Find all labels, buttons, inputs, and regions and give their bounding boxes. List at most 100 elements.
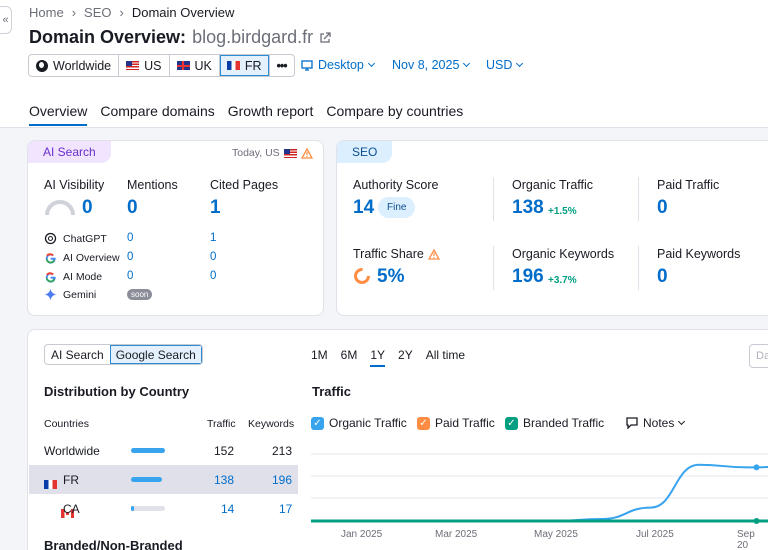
row-keywords[interactable]: 17 (279, 502, 293, 516)
divider (493, 246, 494, 290)
organic-traffic-label: Organic Traffic (512, 178, 594, 192)
x-tick-label: Sep 20 (737, 529, 755, 550)
organic-traffic-value[interactable]: 138 (512, 197, 544, 218)
cited-pages-value[interactable]: 1 (210, 197, 221, 218)
monitor-icon (301, 59, 313, 71)
db-label: US (144, 58, 162, 73)
db-fr-button[interactable]: FR (219, 55, 270, 76)
database-selector: Worldwide US UK FR ••• (28, 54, 295, 77)
source-ai-overview-label: AI Overview (63, 252, 120, 264)
flag-ca-icon (61, 509, 75, 518)
gemini-icon (44, 288, 57, 301)
flag-uk-icon (176, 61, 190, 70)
notes-dropdown[interactable]: Notes (626, 416, 686, 430)
section-tabs: Overview Compare domains Growth report C… (29, 103, 463, 126)
divider (638, 246, 639, 290)
authority-score-value[interactable]: 14 (353, 197, 375, 218)
ai-meta: Today, US (232, 147, 313, 159)
source-chatgpt-label: ChatGPT (63, 233, 107, 245)
row-traffic[interactable]: 14 (221, 502, 235, 516)
ai-visibility-value[interactable]: 0 (82, 197, 93, 218)
source-chatgpt-mentions[interactable]: 0 (127, 232, 134, 244)
more-icon: ••• (276, 58, 288, 73)
paid-traffic-value[interactable]: 0 (657, 197, 668, 218)
period-1m[interactable]: 1M (311, 348, 328, 362)
date-dropdown[interactable]: Nov 8, 2025 (392, 58, 471, 72)
divider (493, 177, 494, 221)
period-1y[interactable]: 1Y (370, 348, 386, 367)
source-ai-overview-mentions[interactable]: 0 (127, 251, 134, 263)
external-link-icon[interactable] (319, 31, 331, 44)
date-label: Nov 8, 2025 (392, 58, 460, 72)
details-card (27, 329, 768, 550)
ai-visibility-label: AI Visibility (44, 178, 105, 192)
row-share-bar (131, 506, 165, 511)
currency-dropdown[interactable]: USD (486, 58, 524, 72)
period-all-time[interactable]: All time (425, 348, 466, 362)
db-worldwide-button[interactable]: Worldwide (29, 55, 120, 76)
legend-organic-traffic[interactable]: ✓ Organic Traffic (311, 416, 407, 430)
row-keywords[interactable]: 196 (272, 473, 293, 487)
chevron-down-icon (367, 59, 375, 68)
breadcrumb-home[interactable]: Home (29, 5, 64, 20)
chevron-right-icon: › (119, 5, 124, 20)
series-line-organic-traffic[interactable] (311, 463, 768, 522)
source-gemini-label: Gemini (63, 289, 97, 301)
page-title: Domain Overview: blog.birdgard.fr (29, 27, 331, 48)
soon-badge: soon (127, 289, 153, 300)
period-selector: 1M 6M 1Y 2Y All time (311, 348, 465, 367)
traffic-share-donut-icon (354, 268, 370, 284)
source-ai-mode-mentions[interactable]: 0 (127, 270, 134, 282)
row-traffic: 152 (214, 444, 235, 458)
warning-icon[interactable] (300, 147, 313, 159)
organic-keywords-value[interactable]: 196 (512, 266, 544, 287)
distribution-title: Distribution by Country (44, 384, 190, 399)
row-traffic[interactable]: 138 (214, 473, 235, 487)
data-point[interactable] (753, 464, 760, 471)
warning-icon[interactable] (427, 248, 440, 260)
breadcrumb-current: Domain Overview (131, 5, 235, 20)
traffic-line-chart[interactable] (311, 444, 768, 528)
more-databases-button[interactable]: ••• (270, 55, 294, 76)
breadcrumb-seo[interactable]: SEO (84, 5, 112, 20)
breadcrumb: Home › SEO › Domain Overview (29, 5, 234, 20)
checkbox-checked-icon: ✓ (417, 416, 430, 430)
authority-badge: Fine (378, 197, 416, 218)
tab-compare-countries[interactable]: Compare by countries (326, 103, 464, 119)
period-6m[interactable]: 6M (340, 348, 358, 362)
db-label: UK (194, 58, 212, 73)
traffic-share-label: Traffic Share (353, 247, 424, 261)
device-dropdown[interactable]: Desktop (301, 58, 375, 72)
row-share-bar (131, 448, 165, 453)
row-country: CA (63, 502, 80, 516)
source-ai-mode-cited[interactable]: 0 (210, 270, 217, 282)
tab-overview[interactable]: Overview (29, 103, 88, 126)
tab-growth-report[interactable]: Growth report (227, 103, 314, 119)
source-ai-overview-cited[interactable]: 0 (210, 251, 217, 263)
organic-traffic-delta: +1.5% (548, 206, 577, 217)
period-2y[interactable]: 2Y (398, 348, 413, 362)
toggle-google-search[interactable]: Google Search (109, 345, 202, 364)
tab-compare-domains[interactable]: Compare domains (100, 103, 215, 119)
row-keywords: 213 (272, 444, 293, 458)
mentions-value[interactable]: 0 (127, 197, 138, 218)
google-icon (45, 253, 56, 264)
source-chatgpt-cited[interactable]: 1 (210, 232, 217, 244)
col-traffic: Traffic (207, 418, 236, 430)
db-uk-button[interactable]: UK (170, 55, 220, 76)
traffic-share-value[interactable]: 5% (377, 266, 405, 287)
data-point[interactable] (753, 518, 760, 524)
flag-us-icon (126, 61, 140, 70)
legend-branded-traffic[interactable]: ✓ Branded Traffic (505, 416, 604, 430)
db-us-button[interactable]: US (119, 55, 170, 76)
ai-meta-label: Today, US (232, 147, 280, 159)
legend-paid-traffic[interactable]: ✓ Paid Traffic (417, 416, 495, 430)
paid-keywords-value[interactable]: 0 (657, 266, 668, 287)
date-range-input[interactable]: Da (749, 344, 768, 368)
divider (638, 177, 639, 221)
traffic-share-row: Traffic Share (353, 247, 440, 261)
x-tick-label: Mar 2025 (435, 529, 478, 540)
collapse-sidebar-button[interactable]: « (0, 6, 12, 34)
toggle-ai-search[interactable]: AI Search (51, 347, 104, 362)
notes-label: Notes (643, 416, 675, 430)
